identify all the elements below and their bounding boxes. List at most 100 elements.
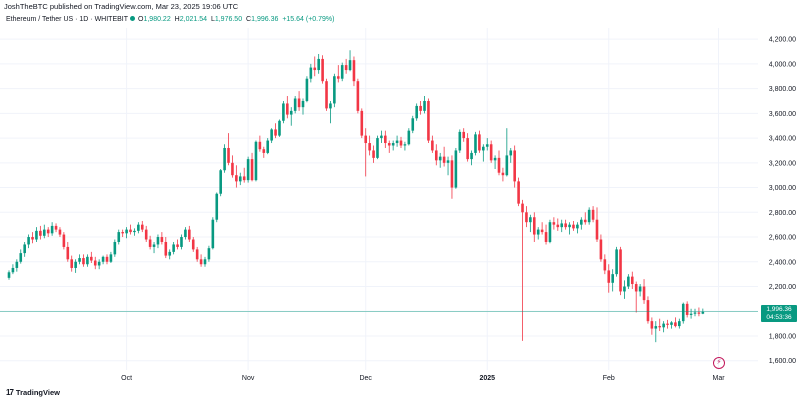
candle-body: [160, 237, 164, 242]
y-tick-label: 2,200.00: [769, 284, 796, 291]
candle-body: [670, 322, 673, 325]
candle-body: [352, 60, 356, 82]
candle-body: [595, 219, 599, 240]
candle-body: [532, 217, 536, 235]
chart-grid: [0, 28, 758, 370]
y-tick-label: 2,600.00: [769, 235, 796, 242]
candle-body: [419, 105, 422, 111]
candle-body: [505, 155, 509, 176]
candle-body: [62, 234, 66, 247]
candle-body: [121, 232, 124, 234]
candle-body: [309, 67, 313, 79]
candle-body: [164, 241, 168, 256]
candlestick-series: [7, 50, 705, 343]
candle-body: [188, 229, 191, 240]
candle-body: [129, 229, 132, 233]
candle-body: [238, 176, 242, 182]
candle-body: [391, 143, 395, 146]
candle-body: [434, 150, 438, 161]
y-tick-label: 4,000.00: [769, 61, 796, 68]
candle-body: [278, 120, 281, 136]
candle-body: [466, 138, 469, 160]
candle-body: [176, 244, 179, 247]
candle-body: [90, 256, 93, 261]
open-label: O: [138, 16, 144, 23]
tradingview-logo[interactable]: 17 TradingView: [6, 388, 60, 397]
candle-body: [35, 230, 38, 240]
candle-body: [368, 143, 371, 151]
price-axis[interactable]: 1,600.001,800.002,000.002,200.002,400.00…: [769, 37, 796, 366]
time-axis[interactable]: OctNovDec2025FebMarApr: [121, 375, 800, 382]
candle-body: [556, 224, 560, 228]
candle-body: [646, 300, 650, 322]
candle-body: [70, 259, 74, 268]
symbol-legend[interactable]: Ethereum / Tether US · 1D · WHITEBIT O1,9…: [6, 16, 336, 23]
candle-body: [266, 140, 270, 153]
candle-body: [113, 241, 117, 255]
candle-body: [638, 286, 642, 292]
candle-body: [344, 65, 348, 71]
candle-body: [254, 141, 258, 181]
candle-body: [478, 134, 481, 151]
candle-body: [211, 219, 215, 249]
candle-body: [493, 157, 497, 161]
candle-body: [336, 76, 340, 79]
candle-body: [289, 110, 293, 115]
candle-body: [133, 230, 136, 233]
candle-body: [509, 150, 513, 156]
candle-body: [615, 249, 618, 275]
candle-body: [685, 303, 689, 315]
candle-body: [642, 286, 646, 301]
candle-body: [270, 129, 273, 141]
candle-body: [82, 258, 85, 265]
open-value: 1,980.22: [143, 16, 171, 23]
candle-body: [587, 209, 591, 223]
candle-body: [66, 246, 70, 260]
candle-body: [693, 312, 697, 314]
candle-body: [529, 217, 532, 223]
lightning-bolt-icon[interactable]: ⚡: [713, 357, 725, 369]
candle-body: [74, 261, 77, 268]
candle-body: [623, 286, 626, 292]
candle-body: [536, 229, 540, 235]
candle-body: [427, 100, 430, 141]
candle-body: [258, 141, 262, 150]
candle-body: [117, 232, 121, 242]
candle-body: [137, 224, 140, 231]
candle-body: [627, 276, 630, 287]
candle-body: [603, 259, 607, 271]
y-tick-label: 3,200.00: [769, 160, 796, 167]
symbol-title[interactable]: Ethereum / Tether US · 1D · WHITEBIT: [6, 16, 129, 23]
y-tick-label: 1,800.00: [769, 333, 796, 340]
candle-body: [674, 322, 677, 327]
change-value: +15.64 (+0.79%): [282, 16, 335, 23]
candle-body: [517, 181, 520, 204]
candle-body: [152, 244, 156, 247]
candle-body: [329, 103, 332, 109]
candle-body: [274, 129, 277, 136]
candle-body: [199, 259, 203, 265]
tradingview-logo-icon: 17: [6, 388, 14, 397]
candle-body: [576, 224, 579, 229]
y-tick-label: 4,200.00: [769, 37, 796, 44]
close-label: C: [246, 16, 252, 23]
candle-body: [23, 244, 26, 254]
candle-body: [58, 229, 62, 235]
candle-body: [168, 251, 172, 256]
candle-body: [630, 276, 634, 285]
candle-body: [184, 229, 187, 238]
candle-body: [384, 135, 387, 144]
candle-body: [666, 323, 669, 325]
candle-body: [286, 103, 289, 115]
x-tick-label: Nov: [242, 375, 255, 382]
candle-body: [7, 272, 11, 278]
candle-body: [50, 225, 54, 234]
candle-body: [203, 259, 207, 265]
x-tick-label: 2025: [479, 375, 495, 382]
candle-body: [438, 156, 442, 161]
logo-text: TradingView: [15, 388, 60, 397]
x-tick-label: Dec: [359, 375, 372, 382]
candle-body: [407, 130, 411, 145]
candle-body: [109, 254, 113, 262]
